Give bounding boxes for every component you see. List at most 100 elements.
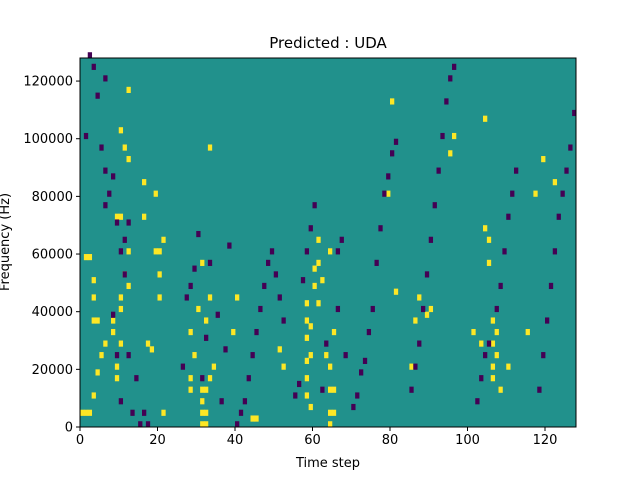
heatmap-cell-low: [324, 340, 329, 347]
heatmap-cell-low: [506, 213, 511, 220]
heatmap-cell-high: [483, 225, 488, 232]
heatmap-cell-high: [200, 409, 205, 416]
x-tick-label: 120: [533, 433, 558, 448]
heatmap-cell-high: [118, 340, 124, 347]
heatmap-cell-low: [444, 98, 449, 105]
heatmap-cell-low: [95, 92, 100, 99]
heatmap-cell-high: [486, 259, 492, 266]
heatmap-cell-high: [111, 317, 116, 324]
heatmap-cell-low: [91, 63, 96, 70]
heatmap-cell-low: [494, 305, 499, 313]
heatmap-cell-high: [91, 294, 96, 301]
heatmap-cell-low: [366, 328, 372, 336]
heatmap-cell-high: [312, 265, 317, 272]
heatmap-cell-high: [161, 409, 166, 416]
heatmap-cell-low: [440, 132, 445, 140]
heatmap-cell-high: [308, 323, 313, 330]
heatmap-cell-low: [390, 150, 395, 157]
heatmap-cell-low: [262, 282, 267, 290]
heatmap-cell-low: [281, 317, 286, 324]
x-tick-label: 20: [149, 433, 166, 448]
heatmap-cell-high: [157, 248, 162, 255]
heatmap-cell-high: [126, 156, 131, 163]
heatmap-cell-high: [413, 317, 418, 324]
heatmap-cell-low: [122, 271, 127, 278]
heatmap-cell-high: [424, 311, 430, 318]
heatmap-cell-high: [114, 213, 120, 220]
heatmap-cell-high: [308, 403, 313, 411]
y-tick-label: 100000: [23, 132, 73, 147]
heatmap-cell-low: [432, 202, 437, 209]
y-tick-label: 80000: [32, 190, 73, 205]
heatmap-cell-high: [304, 334, 310, 341]
heatmap-cell-high: [126, 86, 131, 93]
x-tick-label: 100: [455, 433, 480, 448]
heatmap-cell-high: [207, 144, 213, 151]
heatmap-cell-low: [339, 236, 344, 243]
y-tick-label: 60000: [32, 248, 73, 263]
heatmap-cell-high: [118, 294, 124, 301]
heatmap-cell-low: [215, 311, 220, 318]
heatmap-cell-low: [382, 190, 387, 197]
heatmap-cell-high: [200, 259, 205, 266]
heatmap-cell-high: [200, 386, 205, 393]
heatmap-cell-low: [107, 190, 112, 197]
heatmap-cell-low: [126, 352, 131, 359]
heatmap-cell-high: [254, 415, 259, 422]
heatmap-cell-high: [118, 305, 124, 313]
heatmap-cell-high: [320, 277, 325, 284]
x-tick-label: 60: [304, 433, 321, 448]
heatmap-cell-low: [486, 340, 492, 347]
heatmap-cell-low: [126, 219, 131, 226]
heatmap-cell-low: [359, 369, 364, 376]
y-tick-label: 40000: [32, 305, 73, 320]
heatmap-cell-low: [413, 363, 418, 370]
heatmap-cell-low: [545, 317, 550, 324]
y-axis: 0 20000 40000 60000 80000 100000 120000: [23, 75, 80, 436]
heatmap-cell-high: [91, 277, 96, 284]
heatmap-cell-high: [328, 409, 333, 416]
heatmap-cell-high: [118, 127, 124, 134]
heatmap-cell-high: [304, 375, 310, 382]
heatmap-cell-low: [134, 375, 139, 382]
heatmap-cell-low: [192, 265, 197, 272]
heatmap-cell-low: [103, 202, 108, 209]
heatmap-cell-high: [331, 409, 337, 416]
heatmap-cell-high: [331, 328, 337, 336]
heatmap-cell-high: [211, 363, 217, 370]
heatmap-cell-low: [293, 392, 298, 399]
heatmap-cell-high: [83, 254, 89, 261]
heatmap-cell-high: [312, 282, 317, 290]
heatmap-cell-high: [99, 352, 104, 359]
heatmap-cell-high: [328, 421, 333, 428]
heatmap-cell-low: [258, 305, 263, 313]
heatmap-cell-high: [122, 144, 127, 151]
heatmap-cell-low: [273, 271, 279, 278]
heatmap-cell-high: [204, 317, 209, 324]
heatmap-cell-high: [103, 340, 108, 347]
heatmap-cell-high: [142, 213, 147, 220]
heatmap-cell-low: [483, 352, 488, 359]
heatmap-cell-high: [95, 317, 100, 324]
heatmap-cell-high: [142, 179, 147, 186]
heatmap-cell-low: [103, 167, 108, 174]
heatmap-cell-low: [227, 242, 232, 249]
heatmap-cell-high: [304, 317, 310, 324]
heatmap-cell-low: [424, 271, 430, 278]
heatmap-cell-high: [304, 357, 310, 364]
heatmap-cell-high: [304, 300, 310, 307]
heatmap-cell-low: [304, 248, 310, 255]
heatmap-cell-high: [126, 282, 131, 290]
heatmap-cell-high: [204, 409, 209, 416]
heatmap-cell-low: [409, 386, 414, 393]
heatmap-cell-low: [393, 138, 399, 145]
heatmap-cell-low: [448, 75, 453, 82]
heatmap-cell-high: [494, 328, 499, 336]
heatmap-cell-low: [145, 421, 151, 428]
heatmap-cell-high: [479, 340, 484, 347]
heatmap-background: [80, 58, 576, 427]
y-axis-label: Frequency (Hz): [0, 193, 13, 291]
heatmap-cell-low: [514, 167, 519, 174]
heatmap-cell-high: [87, 409, 93, 416]
